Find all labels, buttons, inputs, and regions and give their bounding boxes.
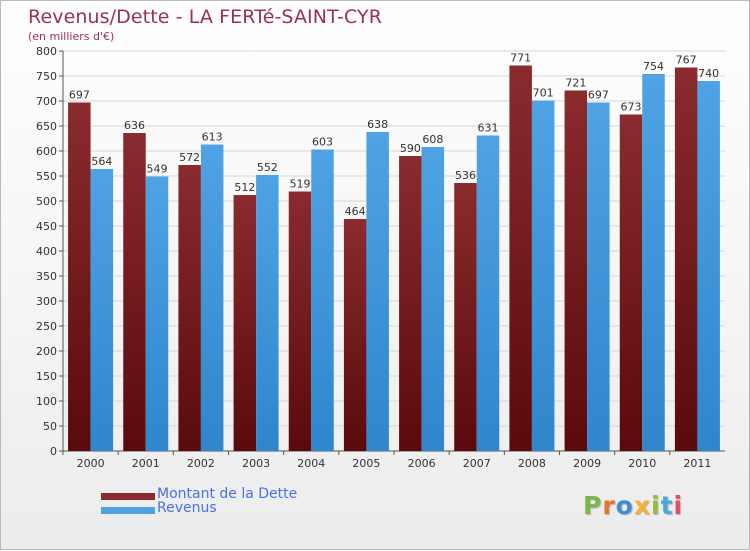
data-label-revenus: 754 (643, 60, 664, 73)
bar-dette (509, 65, 532, 451)
bar-dette (399, 156, 422, 451)
y-tick-label: 600 (36, 145, 57, 158)
bar-dette (233, 195, 257, 451)
legend-label-revenus: Revenus (157, 500, 217, 516)
data-label-dette: 512 (234, 181, 255, 194)
bar-revenus (697, 81, 720, 451)
chart-title: Revenus/Dette - LA FERTé-SAINT-CYR (28, 6, 383, 28)
y-tick-label: 300 (36, 295, 57, 308)
x-tick-label: 2009 (573, 457, 601, 470)
y-tick-label: 750 (36, 70, 57, 83)
y-tick-label: 200 (36, 345, 57, 358)
data-label-dette: 697 (69, 89, 90, 102)
data-label-revenus: 552 (257, 161, 278, 174)
data-label-revenus: 701 (533, 87, 554, 100)
legend-swatch-revenus (101, 507, 155, 514)
y-tick-label: 400 (36, 245, 57, 258)
bar-dette (343, 219, 367, 451)
proxiti-logo: Proxiti (583, 491, 684, 520)
data-label-dette: 673 (621, 101, 642, 114)
x-tick-label: 2003 (242, 457, 270, 470)
x-tick-label: 2010 (628, 457, 656, 470)
data-label-revenus: 603 (312, 136, 333, 149)
bar-revenus (145, 176, 169, 451)
data-label-dette: 721 (565, 77, 586, 90)
data-label-dette: 464 (345, 205, 366, 218)
bar-revenus (476, 135, 500, 451)
y-tick-label: 100 (36, 395, 57, 408)
data-label-dette: 572 (179, 151, 200, 164)
x-tick-label: 2002 (187, 457, 215, 470)
x-tick-label: 2008 (518, 457, 546, 470)
chart-subtitle: (en milliers d'€) (28, 30, 115, 43)
bar-revenus (421, 147, 445, 451)
bar-revenus (90, 169, 114, 451)
y-tick-label: 150 (36, 370, 57, 383)
bar-revenus (256, 175, 279, 451)
bar-dette (564, 90, 588, 451)
bar-dette (288, 191, 312, 451)
bar-revenus (587, 102, 610, 451)
y-tick-label: 650 (36, 120, 57, 133)
data-label-dette: 771 (510, 52, 531, 65)
data-label-dette: 767 (676, 54, 697, 67)
bar-revenus (642, 74, 665, 451)
bar-dette (68, 102, 91, 451)
x-tick-label: 2007 (463, 457, 491, 470)
bar-dette (454, 183, 477, 451)
bar-revenus (531, 100, 555, 451)
x-tick-label: 2011 (683, 457, 711, 470)
data-label-revenus: 740 (698, 67, 719, 80)
bar-dette (123, 133, 146, 451)
x-tick-label: 2006 (408, 457, 436, 470)
data-label-revenus: 631 (478, 122, 499, 135)
bar-revenus (200, 144, 224, 451)
data-label-dette: 519 (290, 178, 311, 191)
data-label-dette: 636 (124, 119, 145, 132)
y-tick-label: 500 (36, 195, 57, 208)
legend-label-dette: Montant de la Dette (157, 486, 298, 502)
data-label-dette: 590 (400, 142, 421, 155)
x-tick-label: 2005 (352, 457, 380, 470)
data-label-revenus: 613 (202, 131, 223, 144)
x-tick-label: 2004 (297, 457, 325, 470)
data-label-revenus: 564 (91, 155, 112, 168)
bar-dette (619, 114, 643, 451)
bar-revenus (311, 149, 334, 451)
data-label-revenus: 549 (147, 163, 168, 176)
y-tick-label: 50 (43, 420, 57, 433)
bar-dette (178, 165, 201, 451)
data-label-revenus: 697 (588, 89, 609, 102)
y-tick-label: 700 (36, 95, 57, 108)
data-label-dette: 536 (455, 169, 476, 182)
legend-swatch-dette (101, 493, 155, 500)
y-tick-label: 800 (36, 45, 57, 58)
x-tick-label: 2000 (77, 457, 105, 470)
y-tick-label: 350 (36, 270, 57, 283)
data-label-revenus: 638 (367, 118, 388, 131)
x-tick-label: 2001 (132, 457, 160, 470)
y-tick-label: 250 (36, 320, 57, 333)
data-label-revenus: 608 (422, 133, 443, 146)
y-tick-label: 550 (36, 170, 57, 183)
bar-revenus (366, 132, 389, 451)
y-tick-label: 450 (36, 220, 57, 233)
bar-dette (674, 67, 698, 451)
y-tick-label: 0 (50, 445, 57, 458)
